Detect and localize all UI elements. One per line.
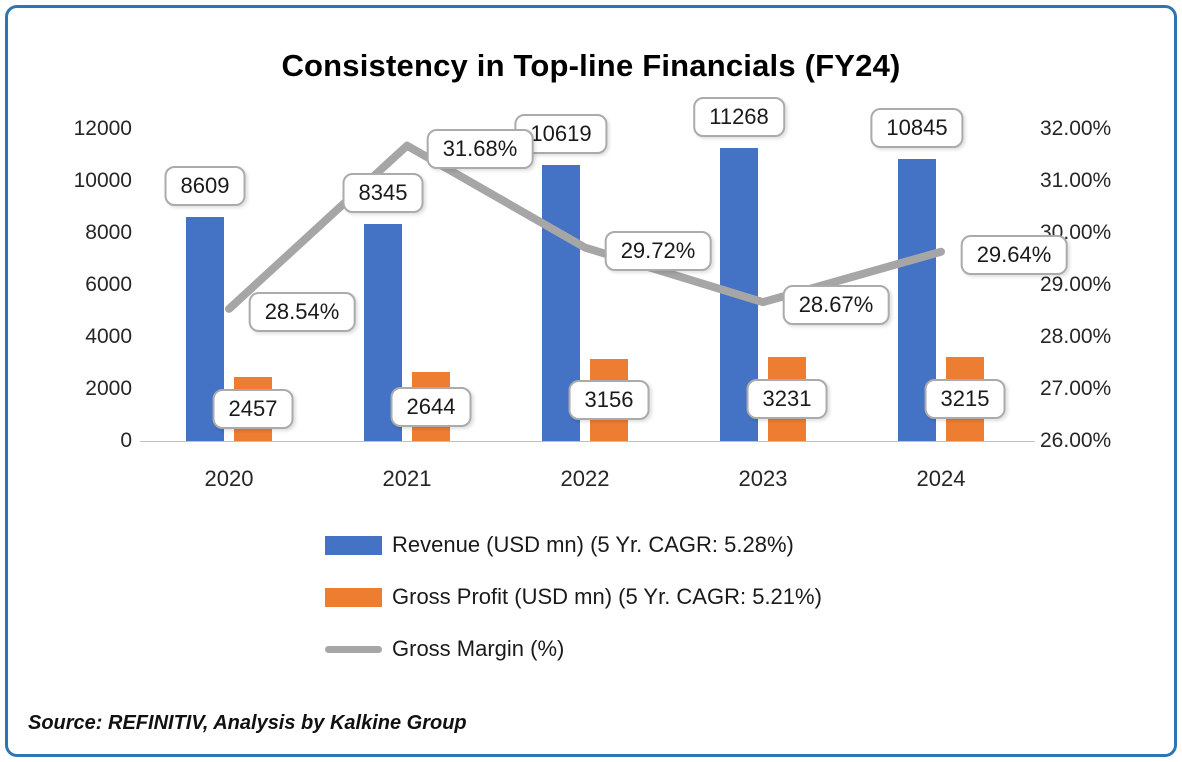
gross-margin-data-label: 29.72% <box>604 230 712 271</box>
gross-margin-data-label: 31.68% <box>426 128 534 169</box>
gross-profit-data-label: 3156 <box>568 379 650 420</box>
y-axis-tick-left: 2000 <box>85 377 132 400</box>
legend-label-gross-margin: Gross Margin (%) <box>392 636 565 661</box>
y-axis-tick-left: 10000 <box>73 169 132 192</box>
legend-label-revenue: Revenue (USD mn) (5 Yr. CAGR: 5.28%) <box>392 532 794 557</box>
x-axis-line <box>140 441 1035 442</box>
x-axis-label: 2020 <box>204 466 254 491</box>
source-note: Source: REFINITIV, Analysis by Kalkine G… <box>28 712 467 734</box>
revenue-data-label: 11268 <box>693 97 785 138</box>
gross-margin-swatch <box>325 645 382 653</box>
revenue-data-label: 8609 <box>164 166 246 207</box>
x-axis-label: 2022 <box>560 466 610 491</box>
y-axis-tick-right: 27.00% <box>1040 377 1112 400</box>
gross-profit-data-label: 2457 <box>212 389 294 430</box>
y-axis-tick-left: 8000 <box>85 221 132 244</box>
y-axis-tick-right: 31.00% <box>1040 169 1112 192</box>
y-axis-tick-right: 29.00% <box>1040 273 1112 296</box>
y-axis-tick-right: 32.00% <box>1040 117 1112 140</box>
x-axis-label: 2023 <box>738 466 788 491</box>
legend: Revenue (USD mn) (5 Yr. CAGR: 5.28%) Gro… <box>325 531 822 663</box>
legend-item-gross-margin: Gross Margin (%) <box>325 635 822 663</box>
y-axis-tick-right: 28.00% <box>1040 325 1112 348</box>
legend-label-gross-profit: Gross Profit (USD mn) (5 Yr. CAGR: 5.21%… <box>392 584 822 609</box>
y-axis-tick-right: 26.00% <box>1040 429 1112 452</box>
legend-item-revenue: Revenue (USD mn) (5 Yr. CAGR: 5.28%) <box>325 531 822 559</box>
y-axis-tick-left: 12000 <box>73 117 132 140</box>
revenue-swatch <box>325 535 382 555</box>
gross-profit-data-label: 2644 <box>390 386 472 427</box>
x-axis-label: 2021 <box>382 466 432 491</box>
gross-margin-data-label: 28.67% <box>782 285 890 326</box>
y-axis-tick-left: 0 <box>120 429 132 452</box>
legend-item-gross-profit: Gross Profit (USD mn) (5 Yr. CAGR: 5.21%… <box>325 583 822 611</box>
y-axis-tick-left: 4000 <box>85 325 132 348</box>
gross-margin-data-label: 28.54% <box>248 291 356 332</box>
revenue-data-label: 8345 <box>342 173 424 214</box>
revenue-data-label: 10845 <box>870 108 964 149</box>
chart-title: Consistency in Top-line Financials (FY24… <box>281 48 901 83</box>
x-axis-label: 2024 <box>916 466 966 491</box>
gross-profit-data-label: 3231 <box>746 378 828 419</box>
gross-margin-data-label: 29.64% <box>960 234 1068 275</box>
gross-profit-data-label: 3215 <box>924 379 1006 420</box>
y-axis-tick-left: 6000 <box>85 273 132 296</box>
gross-profit-swatch <box>325 587 382 607</box>
